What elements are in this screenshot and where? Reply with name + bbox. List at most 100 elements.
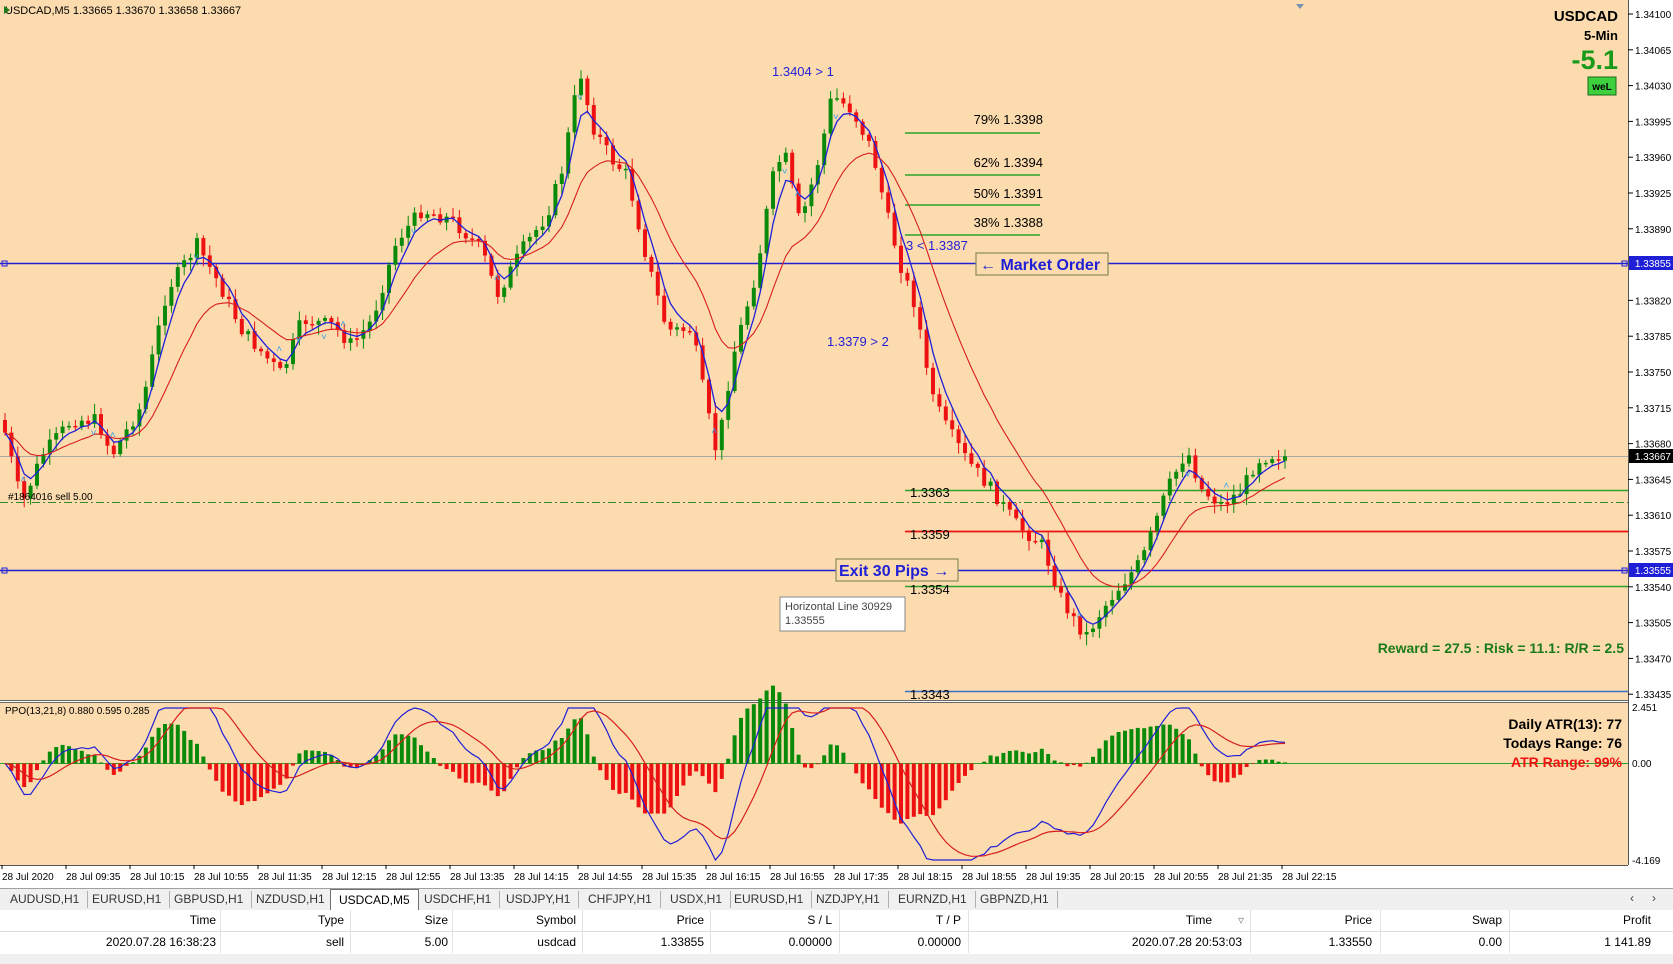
- exit-box[interactable]: [835, 558, 959, 582]
- candle-body: [873, 141, 878, 168]
- candle-body: [1027, 530, 1031, 541]
- tab-eurusd-h1[interactable]: EURUSD,H1: [84, 891, 171, 908]
- col-size[interactable]: Size: [424, 913, 448, 927]
- col-type[interactable]: Type: [317, 913, 344, 927]
- fractal-down-icon: ˅: [782, 167, 788, 178]
- candle-body: [284, 364, 289, 368]
- column-separator: [1380, 910, 1381, 953]
- price-chart-canvas[interactable]: ˄ ˅ ˄ ˅ ˄ ˅ ˅ ˄ ˅ ˄ ˅ ˄ ˅ ˄ ˅ ˄ ˅ ˄ USDCAD,M5 1.33665 1.3…: [0, 0, 1673, 888]
- candle-body: [911, 280, 916, 308]
- tab-eurusd-h1[interactable]: EURUSD,H1: [726, 891, 813, 908]
- tab-chfjpy-h1[interactable]: CHFJPY,H1: [580, 891, 661, 908]
- histogram-bar: [220, 763, 225, 792]
- histogram-bar: [739, 717, 743, 764]
- histogram-bar: [451, 763, 455, 772]
- histogram-bar: [1103, 740, 1108, 764]
- candle-body: [943, 406, 948, 421]
- pips-value: -5.1: [1571, 45, 1618, 75]
- histogram-bar: [1244, 763, 1249, 767]
- histogram-bar: [1161, 724, 1166, 764]
- candle-body: [675, 327, 679, 330]
- histogram-bar: [950, 763, 955, 791]
- hline-handle-icon[interactable]: [1, 260, 8, 267]
- col-symbol[interactable]: Symbol: [535, 913, 576, 927]
- chart-menu-icon[interactable]: [4, 6, 10, 14]
- col-close-price[interactable]: Price: [1344, 913, 1372, 927]
- histogram-bar: [771, 685, 775, 764]
- tab-nzdusd-h1[interactable]: NZDUSD,H1: [248, 891, 334, 908]
- candle-body: [515, 253, 519, 267]
- tab-audusd-h1[interactable]: AUDUSD,H1: [2, 891, 89, 908]
- tabs-scroll-left-icon[interactable]: ‹: [1630, 891, 1634, 905]
- candle-body: [22, 481, 27, 499]
- chart-window[interactable]: ˄ ˅ ˄ ˅ ˄ ˅ ˅ ˄ ˅ ˄ ˅ ˄ ˅ ˄ ˅ ˄ ˅ ˄ USDCAD,M5 1.33665 1.3…: [0, 0, 1673, 888]
- candle-body: [355, 338, 359, 340]
- time-axis-label: 28 Jul 21:35: [1218, 872, 1273, 883]
- histogram-bar: [751, 704, 756, 764]
- candle-body: [579, 78, 583, 96]
- tab-gbpnzd-h1[interactable]: GBPNZD,H1: [972, 891, 1058, 908]
- tab-usdchf-h1[interactable]: USDCHF,H1: [416, 891, 501, 908]
- candle-body: [1244, 475, 1249, 495]
- histogram-bar: [265, 763, 270, 794]
- table-row[interactable]: [0, 932, 1673, 953]
- candle-body: [1276, 459, 1281, 461]
- histogram-bar: [694, 763, 699, 772]
- swing-high-label: 1.3404 > 1: [772, 64, 834, 79]
- candle-body: [1174, 471, 1179, 479]
- candle-body: [956, 429, 961, 444]
- tab-gbpusd-h1[interactable]: GBPUSD,H1: [166, 891, 253, 908]
- hline-handle-icon[interactable]: [1, 567, 8, 574]
- level-1363-label: 1.3363: [910, 485, 950, 500]
- tabs-scroll-right-icon[interactable]: ›: [1652, 891, 1656, 905]
- time-axis[interactable]: 28 Jul 2020 28 Jul 09:35 28 Jul 10:15 28 Ju…: [1, 865, 1337, 883]
- fractal-up-icon: ˄: [110, 430, 116, 441]
- col-tp[interactable]: T / P: [935, 913, 961, 927]
- hline-handle-icon[interactable]: [1621, 260, 1628, 267]
- tooltip-line2: 1.33555: [785, 615, 825, 627]
- candle-body: [527, 236, 532, 242]
- histogram-bar: [956, 763, 961, 783]
- histogram-bar: [508, 763, 513, 779]
- scroll-marker-icon[interactable]: [1296, 4, 1304, 9]
- hline-handle-icon[interactable]: [1621, 567, 1628, 574]
- candle-body: [822, 133, 827, 166]
- tab-nzdjpy-h1[interactable]: NZDJPY,H1: [808, 891, 889, 908]
- col-close-time[interactable]: Time: [1185, 913, 1212, 927]
- candle-body: [1161, 495, 1166, 516]
- histogram-bar: [67, 746, 71, 764]
- candle-body: [259, 348, 263, 352]
- histogram-bar: [1065, 763, 1070, 767]
- level-1343-label: 1.3343: [910, 687, 950, 702]
- tab-usdjpy-h1[interactable]: USDJPY,H1: [498, 891, 580, 908]
- histogram-bar: [489, 763, 494, 791]
- histogram-bar: [233, 763, 238, 802]
- candle-body: [771, 171, 775, 209]
- histogram-bar: [521, 758, 526, 764]
- candle-body: [636, 200, 641, 230]
- fractal-up-icon: ˄: [1223, 481, 1229, 492]
- candle-body: [444, 216, 449, 223]
- col-price[interactable]: Price: [676, 913, 704, 927]
- tab-eurnzd-h1[interactable]: EURNZD,H1: [890, 891, 976, 908]
- market-order-box[interactable]: [975, 252, 1109, 276]
- col-profit[interactable]: Profit: [1622, 913, 1651, 927]
- candle-body: [451, 216, 455, 219]
- histogram-bar: [1257, 759, 1262, 764]
- price-axis[interactable]: 1.34100 1.34065 1.34030 1.33995 1.33960 1.339…: [1628, 10, 1672, 701]
- sort-down-icon[interactable]: ▿: [1237, 913, 1244, 927]
- histogram-bar: [854, 763, 859, 774]
- histogram-bar: [1014, 750, 1019, 764]
- tab-usdx-h1[interactable]: USDX,H1: [662, 891, 732, 908]
- cell-sl: 0.00000: [788, 935, 832, 949]
- histogram-bar: [905, 763, 910, 819]
- tab-usdcad-m5[interactable]: USDCAD,M5: [330, 889, 419, 910]
- price-axis-label: 1.33890: [1635, 225, 1672, 236]
- histogram-bar: [873, 763, 878, 799]
- col-sl[interactable]: S / L: [807, 913, 832, 927]
- col-time[interactable]: Time: [189, 913, 216, 927]
- candle-body: [246, 331, 251, 335]
- histogram-bar: [9, 763, 14, 771]
- col-swap[interactable]: Swap: [1471, 913, 1502, 927]
- reward-risk-label: Reward = 27.5 : Risk = 11.1: R/R = 2.5: [1378, 640, 1625, 656]
